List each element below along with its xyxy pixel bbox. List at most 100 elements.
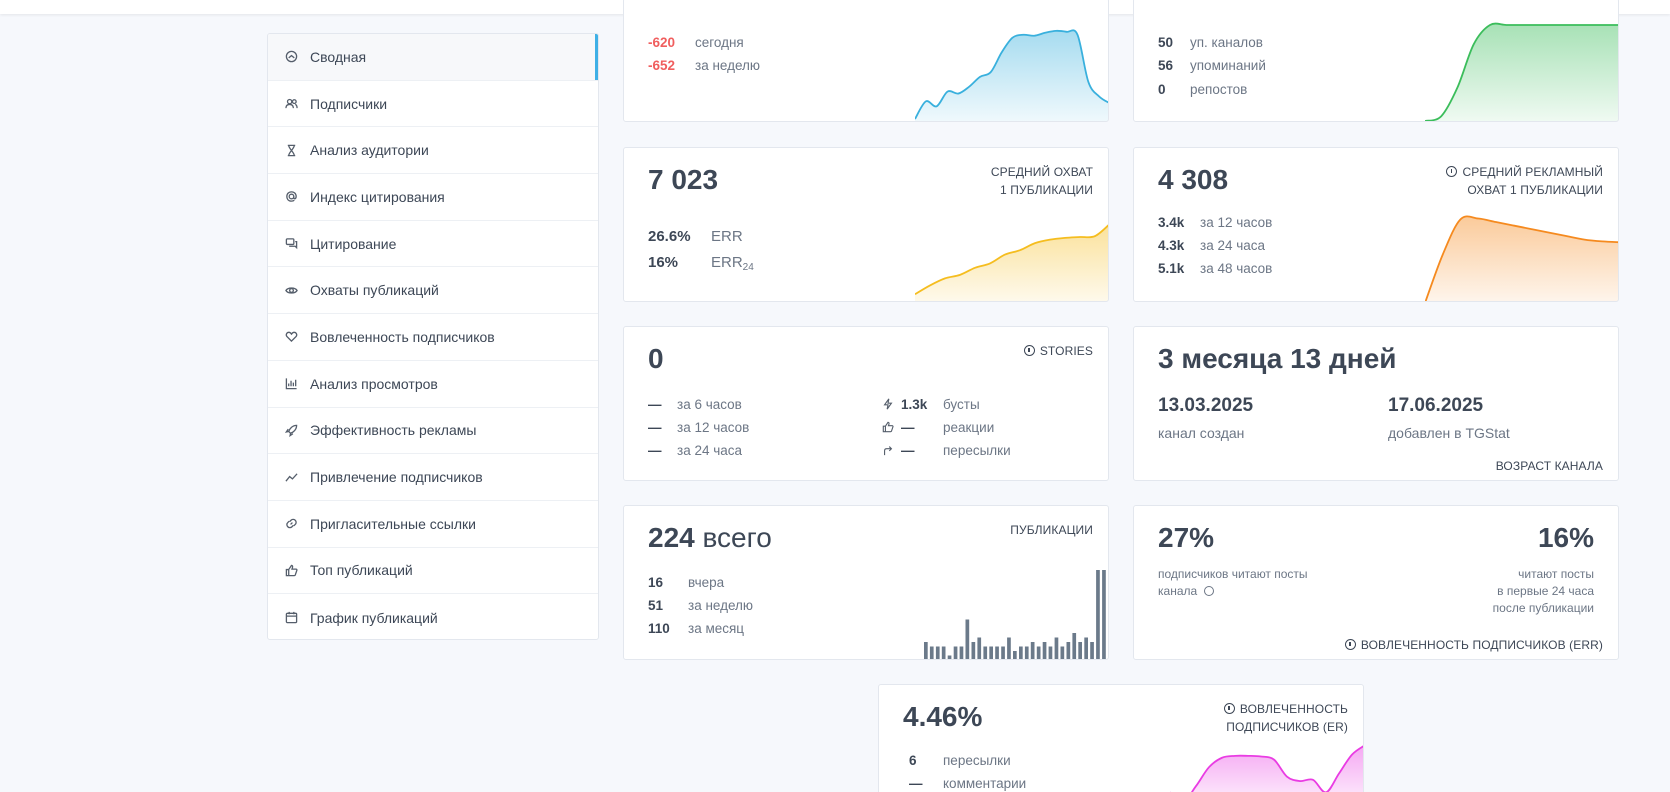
stat-label: за 12 часов: [1200, 215, 1273, 230]
sidebar-item-8[interactable]: Анализ просмотров: [268, 361, 598, 408]
mentions-reposts-row: 0 репостов: [1158, 82, 1247, 97]
posts-bar: [983, 646, 988, 659]
sidebar-item-1[interactable]: Сводная: [268, 34, 598, 81]
er-value: 4.46%: [903, 701, 983, 732]
reach-value: 7 023: [648, 164, 719, 195]
ad-reach-value: 4 308: [1158, 164, 1229, 195]
stat-row: — за 12 часов: [648, 420, 749, 435]
posts-bar: [971, 642, 976, 659]
er-area: [1192, 746, 1363, 792]
subscribers-chart: [915, 29, 1108, 121]
stat-label: пересылки: [943, 753, 1011, 768]
er-chart: [1170, 745, 1363, 792]
info-icon[interactable]: [1344, 639, 1356, 650]
sidebar-item-12[interactable]: Топ публикаций: [268, 548, 598, 595]
heart-icon: [284, 330, 298, 344]
err-caption: ВОВЛЕЧЕННОСТЬ ПОДПИСЧИКОВ (ERR): [1344, 636, 1603, 654]
stat-value: —: [901, 420, 915, 435]
posts-bar: [1048, 646, 1053, 659]
stat-row: 3.4k за 12 часов: [1158, 215, 1272, 230]
rocket-icon: [284, 423, 298, 437]
err24-label-text: ERR: [711, 254, 743, 271]
reach-line: [915, 224, 1108, 295]
stat-label: за 48 часов: [1200, 261, 1273, 276]
sidebar-item-label: Эффективность рекламы: [310, 422, 477, 439]
sidebar-item-9[interactable]: Эффективность рекламы: [268, 408, 598, 455]
stat-value: —: [648, 420, 662, 435]
info-icon[interactable]: [1023, 345, 1035, 356]
er-line: [1170, 745, 1363, 792]
err-right-text: читают посты в первые 24 часа после публ…: [1493, 566, 1594, 617]
stat-label: за 12 часов: [677, 420, 750, 435]
subs-week-label: за неделю: [695, 58, 761, 73]
reach-caption-line1: СРЕДНИЙ ОХВАТ: [990, 165, 1093, 179]
sidebar-item-2[interactable]: Подписчики: [268, 81, 598, 128]
stat-row: — комментарии: [909, 776, 1026, 791]
posts-bar: [935, 646, 940, 659]
subs-today-row: -620 сегодня: [648, 35, 744, 50]
sidebar-item-7[interactable]: Вовлеченность подписчиков: [268, 314, 598, 361]
err-row: 26.6% ERR: [648, 228, 743, 245]
posts-bar: [1096, 570, 1100, 659]
er-card[interactable]: 4.46% ВОВЛЕЧЕННОСТЬ ПОДПИСЧИКОВ (ER) 6 пе…: [878, 684, 1364, 792]
posts-bar: [947, 655, 952, 659]
mentions-reposts-label: репостов: [1190, 82, 1248, 97]
posts-value: 224 всего: [648, 522, 772, 554]
sidebar-item-11[interactable]: Пригласительные ссылки: [268, 501, 598, 548]
stat-label: за неделю: [688, 598, 754, 613]
err24-subscript: 24: [742, 262, 754, 273]
bar-chart-icon: [284, 377, 298, 391]
stat-value: 6: [909, 753, 917, 768]
sidebar-item-4[interactable]: Индекс цитирования: [268, 174, 598, 221]
sidebar-item-label: Подписчики: [310, 95, 388, 112]
sidebar-item-10[interactable]: Привлечение подписчиков: [268, 454, 598, 501]
info-icon[interactable]: [1446, 166, 1458, 177]
posts-bar: [995, 646, 999, 659]
ad-reach-card[interactable]: 4 308 СРЕДНИЙ РЕКЛАМНЫЙ ОХВАТ 1 ПУБЛИКАЦ…: [1133, 147, 1619, 302]
stat-row: 110 за месяц: [648, 621, 744, 636]
stat-row: 5.1k за 48 часов: [1158, 261, 1272, 276]
err24-row: 16% ERR24: [648, 254, 754, 273]
stories-value: 0: [648, 343, 664, 374]
posts-total-suffix: всего: [702, 522, 772, 553]
average-reach-card[interactable]: 7 023 СРЕДНИЙ ОХВАТ 1 ПУБЛИКАЦИИ 26.6% E…: [623, 147, 1109, 302]
mentions-line: [1425, 22, 1618, 121]
er-caption-line1: ВОВЛЕЧЕННОСТЬ: [1239, 702, 1348, 716]
ad_reach-line: [1425, 215, 1618, 301]
stat-row: 4.3k за 24 часа: [1158, 238, 1265, 253]
sidebar-item-13[interactable]: График публикаций: [268, 594, 598, 639]
mentions-count-row: 56 упоминаний: [1158, 58, 1266, 73]
stat-value: —: [901, 443, 915, 458]
thumbs-up-icon: [284, 563, 298, 577]
stat-row: 16 вчера: [648, 575, 724, 590]
stat-value: 5.1k: [1158, 261, 1185, 276]
sidebar-item-5[interactable]: Цитирование: [268, 221, 598, 268]
sidebar-item-3[interactable]: Анализ аудитории: [268, 127, 598, 175]
err-left-text-line1: подписчиков читают посты: [1158, 567, 1308, 581]
posts-bar: [1078, 642, 1082, 659]
posts-bar: [1054, 637, 1059, 659]
subs-week-row: -652 за неделю: [648, 58, 760, 73]
stat-label: реакции: [943, 420, 995, 435]
posts-bar: [989, 646, 993, 659]
subscribers-card: -620 сегодня -652 за неделю: [623, 0, 1109, 122]
stories-card[interactable]: 0 STORIES — за 6 часов — за 12 часов — за 24 …: [623, 326, 1109, 481]
channel-age-caption: ВОЗРАСТ КАНАЛА: [1495, 459, 1603, 473]
sidebar-item-label: Вовлеченность подписчиков: [310, 328, 495, 345]
share-icon: [882, 443, 901, 458]
hourglass-icon: [284, 143, 298, 157]
posts-bar: [1060, 646, 1065, 659]
info-icon[interactable]: [1223, 703, 1235, 714]
subs-today-label: сегодня: [695, 35, 744, 50]
err-card[interactable]: 27% подписчиков читают посты канала 16% …: [1133, 505, 1619, 660]
err-right-text-line2: в первые 24 часа: [1497, 584, 1594, 598]
posts-card[interactable]: 224 всего ПУБЛИКАЦИИ 16 вчера 51 за неделю 1…: [623, 505, 1109, 660]
stat-value: 3.4k: [1158, 215, 1185, 230]
sidebar-item-6[interactable]: Охваты публикаций: [268, 267, 598, 315]
subs-week-value: -652: [648, 58, 676, 73]
sidebar-item-label: Анализ аудитории: [310, 142, 429, 159]
er-caption: ВОВЛЕЧЕННОСТЬ ПОДПИСЧИКОВ (ER): [1223, 700, 1348, 736]
stories-caption-text: STORIES: [1039, 344, 1093, 358]
info-icon[interactable]: [1203, 586, 1214, 596]
mentions-channels-row: 50 уп. каналов: [1158, 35, 1263, 50]
